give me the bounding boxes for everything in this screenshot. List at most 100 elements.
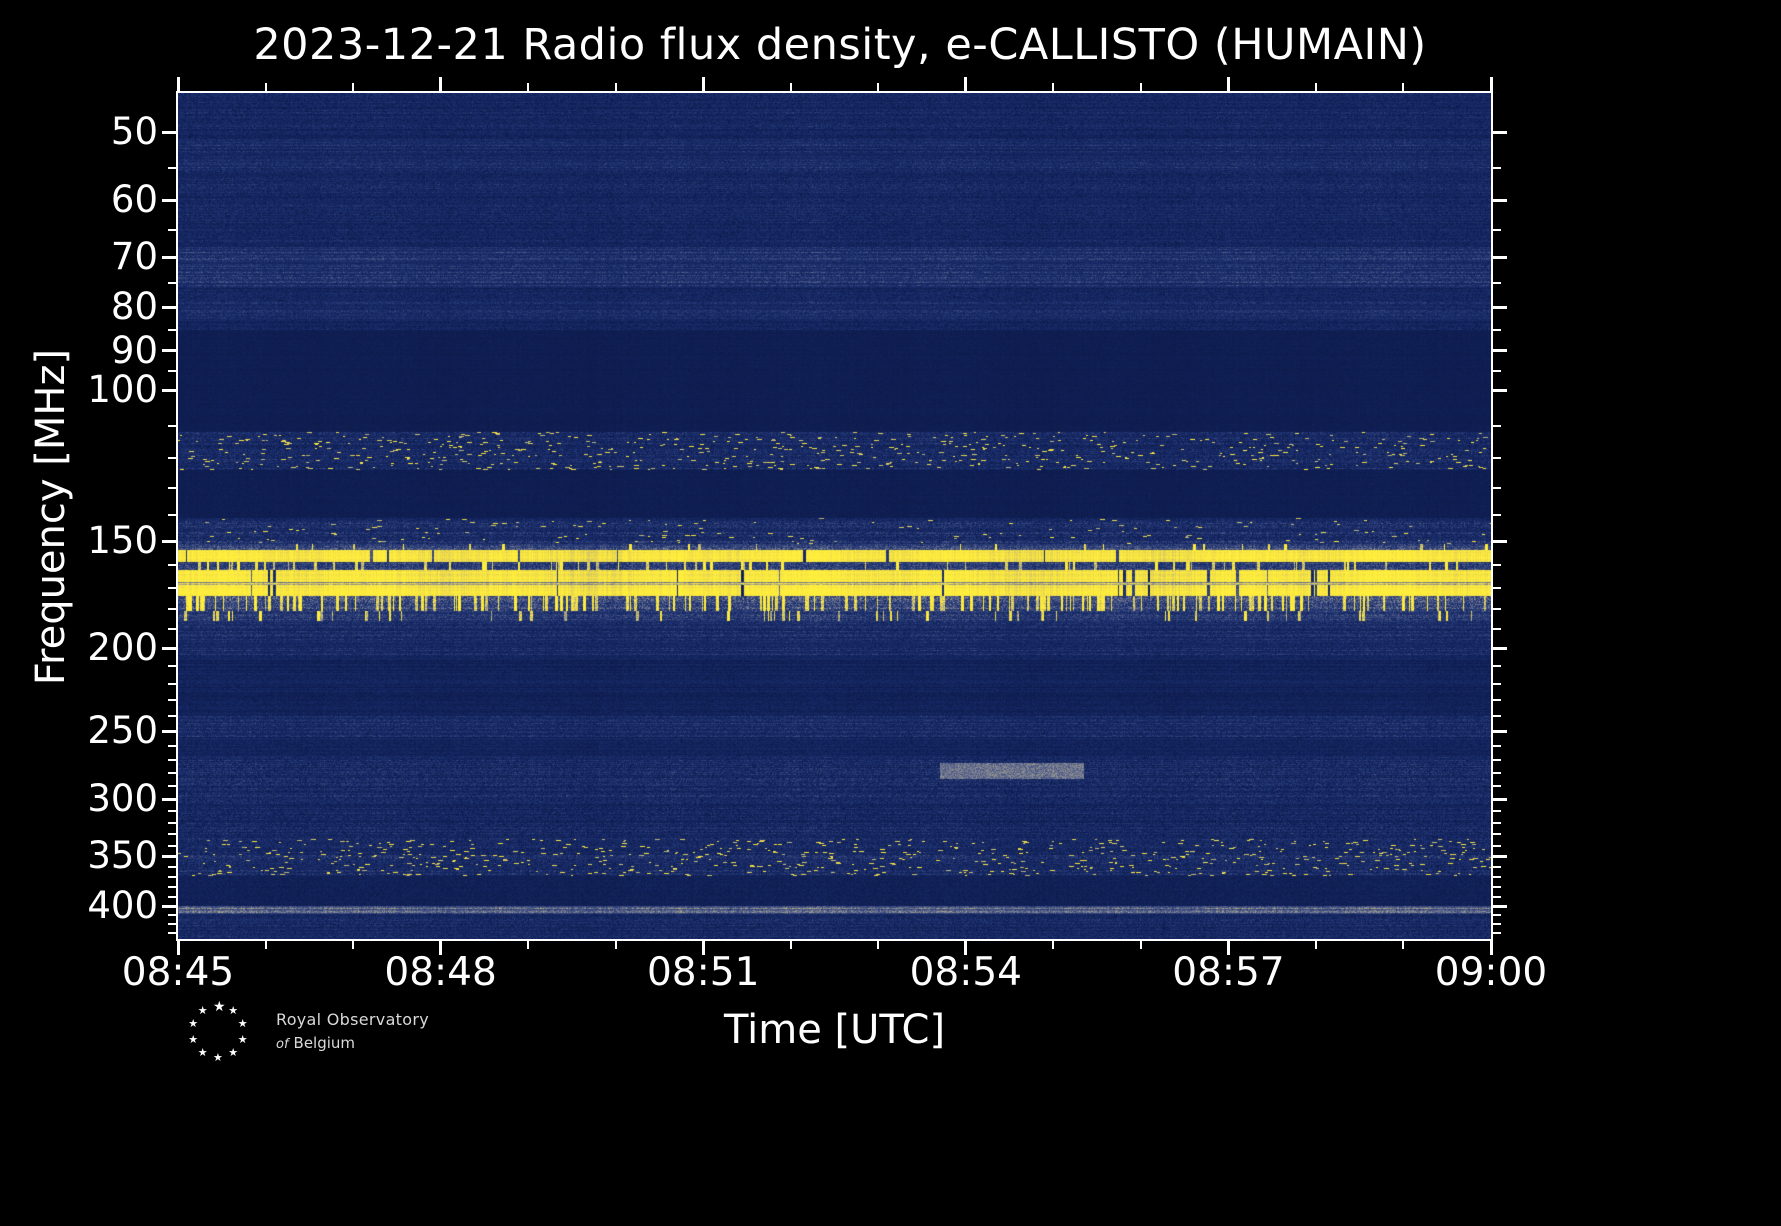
axis-tick <box>168 457 176 460</box>
axis-tick <box>877 83 880 91</box>
axis-tick <box>168 166 176 169</box>
axis-tick <box>1493 370 1501 373</box>
x-tick-label: 08:57 <box>1172 950 1285 995</box>
axis-tick <box>162 349 176 353</box>
axis-tick <box>1493 729 1507 733</box>
axis-tick <box>168 876 176 879</box>
axis-tick <box>1493 797 1507 801</box>
axis-tick <box>168 865 176 868</box>
axis-tick <box>1493 785 1501 788</box>
x-tick-label: 08:51 <box>646 950 760 995</box>
x-tick-label: 08:54 <box>909 950 1022 995</box>
axis-tick <box>162 255 176 259</box>
axis-tick <box>1493 628 1501 631</box>
axis-tick <box>1226 77 1230 91</box>
axis-tick <box>168 628 176 631</box>
axis-tick <box>168 714 176 717</box>
axis-tick <box>1493 844 1501 847</box>
axis-tick <box>1489 941 1493 955</box>
y-tick-label: 80 <box>110 285 158 329</box>
axis-tick <box>701 941 705 955</box>
axis-tick <box>162 854 176 858</box>
axis-tick <box>1493 564 1501 567</box>
axis-tick <box>527 83 530 91</box>
axis-tick <box>1493 586 1501 589</box>
axis-tick <box>168 744 176 747</box>
y-tick-label: 100 <box>87 368 158 412</box>
axis-tick <box>614 941 617 949</box>
axis-tick <box>168 931 176 934</box>
y-tick-label: 350 <box>87 834 158 878</box>
axis-tick <box>1493 758 1501 761</box>
axis-tick <box>1052 83 1055 91</box>
axis-tick <box>168 665 176 668</box>
axis-tick <box>1493 166 1501 169</box>
axis-tick <box>1493 833 1501 836</box>
axis-tick <box>1493 854 1507 858</box>
axis-tick <box>1489 77 1493 91</box>
logo-line1: Royal Observatory <box>276 1010 429 1029</box>
axis-tick <box>168 885 176 888</box>
axis-tick <box>1493 539 1507 543</box>
axis-tick <box>1493 130 1507 134</box>
axis-tick <box>614 83 617 91</box>
axis-tick <box>1314 941 1317 949</box>
royal-observatory-logo-icon: ★ ★ ★ ★ ★ ★ ★ ★ ★ ★ <box>188 999 254 1066</box>
plot-title: 2023-12-21 Radio flux density, e-CALLIST… <box>253 20 1427 70</box>
axis-tick <box>1493 876 1501 879</box>
axis-tick <box>1493 914 1501 917</box>
axis-tick <box>1493 328 1501 331</box>
axis-tick <box>789 941 792 949</box>
axis-tick <box>1493 810 1501 813</box>
axis-tick <box>162 904 176 908</box>
axis-tick <box>1226 941 1230 955</box>
axis-tick <box>1493 255 1507 259</box>
x-tick-label: 09:00 <box>1434 950 1548 995</box>
axis-tick <box>1493 305 1507 309</box>
axis-tick <box>1402 83 1405 91</box>
logo-star-icon: ★ <box>197 1046 208 1060</box>
axis-tick <box>701 77 705 91</box>
axis-tick <box>168 923 176 926</box>
y-tick-label: 50 <box>110 110 158 154</box>
logo-star-icon: ★ <box>237 1033 248 1047</box>
spectrogram-canvas <box>178 93 1491 939</box>
axis-tick <box>168 486 176 489</box>
axis-tick <box>168 586 176 589</box>
axis-tick <box>1493 198 1507 202</box>
axis-tick <box>162 646 176 650</box>
axis-tick <box>1493 282 1501 285</box>
logo-star-icon: ★ <box>237 1016 248 1030</box>
axis-tick <box>1139 941 1142 949</box>
axis-tick <box>1493 822 1501 825</box>
axis-tick <box>789 83 792 91</box>
axis-tick <box>168 514 176 517</box>
axis-tick <box>1493 865 1501 868</box>
axis-tick <box>1493 744 1501 747</box>
logo-star-icon: ★ <box>213 999 226 1015</box>
axis-tick <box>168 699 176 702</box>
axis-tick <box>168 785 176 788</box>
y-tick-label: 400 <box>87 884 158 928</box>
axis-tick <box>1493 457 1501 460</box>
y-tick-label: 200 <box>87 626 158 670</box>
logo-star-icon: ★ <box>228 1003 239 1017</box>
y-tick-label: 60 <box>110 178 158 222</box>
axis-tick <box>168 228 176 231</box>
logo-star-icon: ★ <box>228 1046 239 1060</box>
axis-tick <box>168 758 176 761</box>
axis-tick <box>162 305 176 309</box>
y-tick-label: 150 <box>87 519 158 563</box>
axis-tick <box>162 130 176 134</box>
logo-star-icon: ★ <box>197 1003 208 1017</box>
y-tick-label: 90 <box>110 328 158 372</box>
axis-tick <box>964 941 968 955</box>
axis-tick <box>1493 514 1501 517</box>
x-tick-label: 08:45 <box>121 950 235 995</box>
axis-tick <box>168 914 176 917</box>
axis-tick <box>1493 388 1507 392</box>
axis-tick <box>527 941 530 949</box>
axis-tick <box>176 77 180 91</box>
axis-tick <box>168 328 176 331</box>
